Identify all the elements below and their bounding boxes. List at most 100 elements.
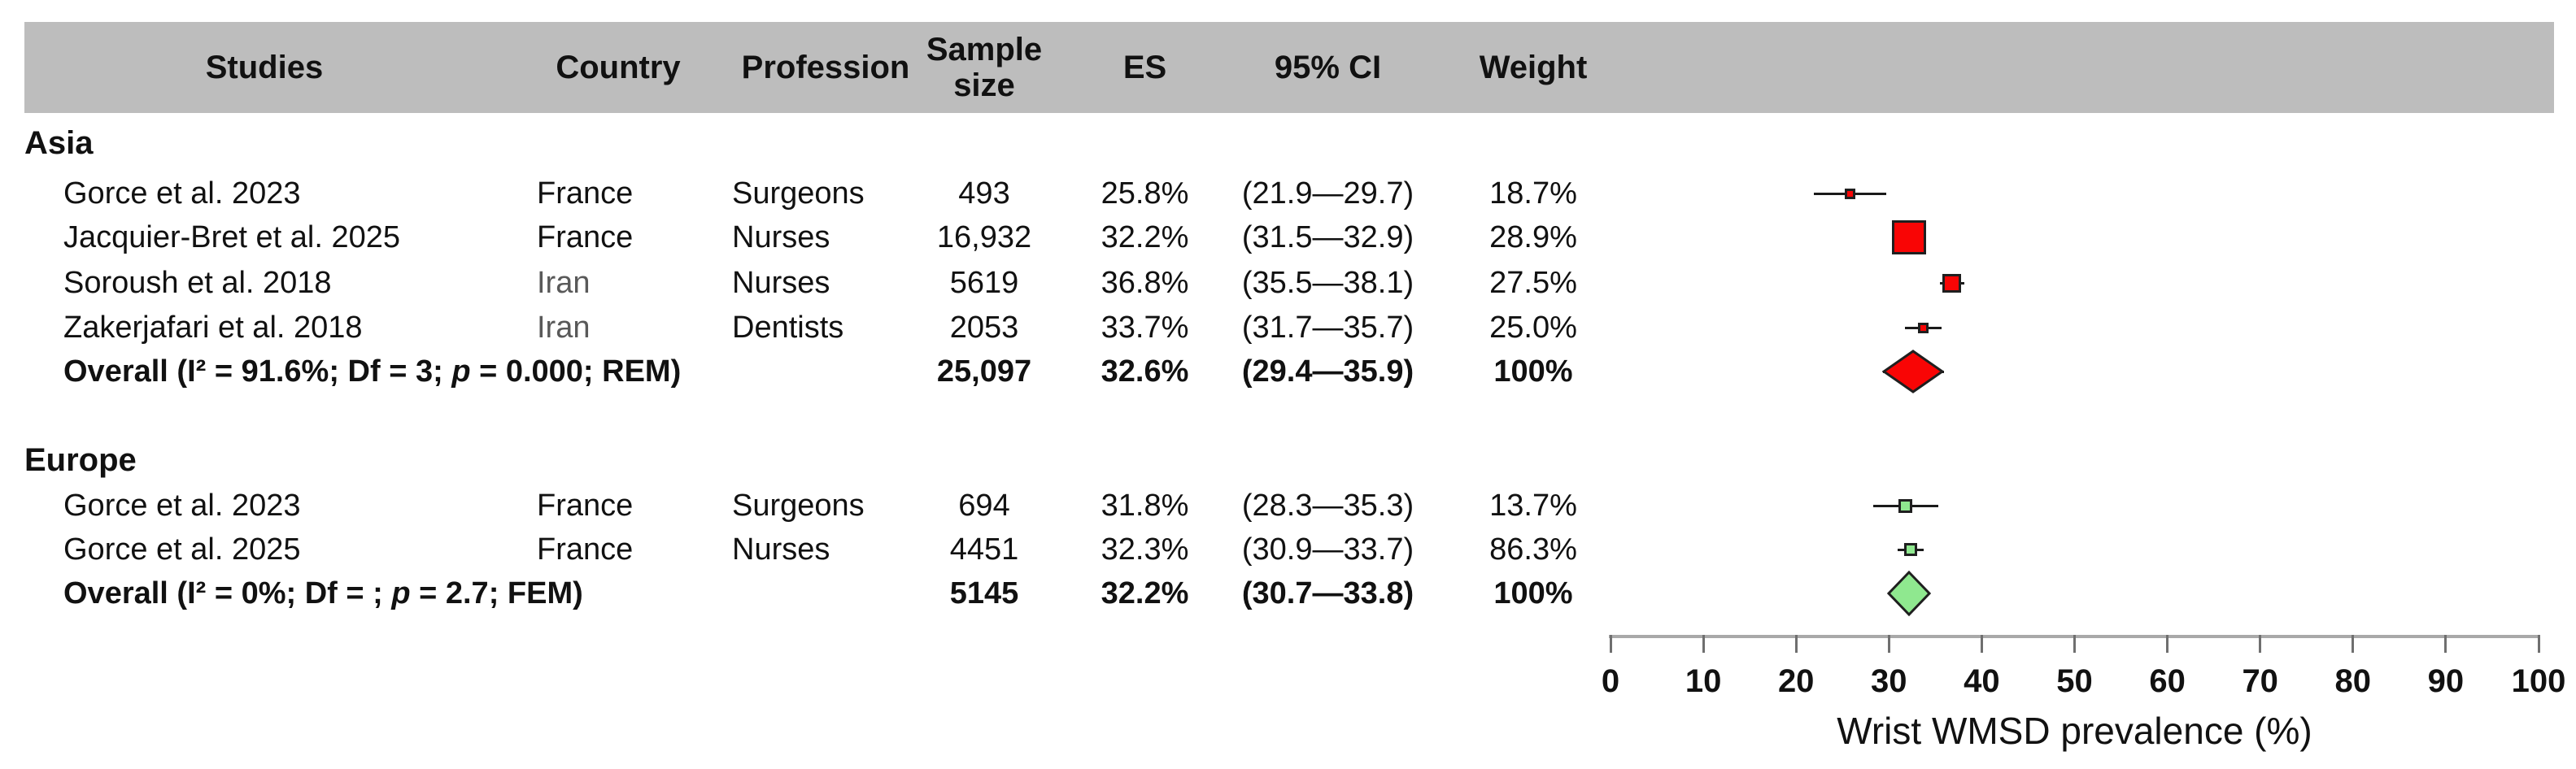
x-axis-tick — [2444, 635, 2447, 653]
profession-cell: Nurses — [732, 266, 830, 300]
overall-label: Overall (I² = 91.6%; Df = 3; p = 0.000; … — [63, 349, 681, 394]
study-name: Gorce et al. 2023 — [63, 489, 301, 523]
study-row: Gorce et al. 2023 France Surgeons 493 25.8% (… — [0, 171, 1627, 216]
overall-label: Overall (I² = 0%; Df = ; p = 2.7; FEM) — [63, 571, 583, 616]
overall-label-suffix: = 2.7; FEM) — [410, 576, 583, 610]
x-axis-tick-label: 90 — [2427, 663, 2465, 699]
overall-row: Overall (I² = 91.6%; Df = 3; p = 0.000; … — [0, 349, 1627, 394]
column-header-weight: Weight — [1479, 50, 1588, 85]
x-axis-tick-label: 0 — [1601, 663, 1620, 699]
profession-cell: Nurses — [732, 220, 830, 254]
x-axis-tick — [2352, 635, 2355, 653]
effect-marker — [1942, 273, 1962, 293]
group-row: Asia — [0, 120, 1627, 166]
overall-row: Overall (I² = 0%; Df = ; p = 2.7; FEM) 51… — [0, 571, 1627, 616]
sample-size-cell: 694 — [958, 489, 1010, 523]
weight-cell: 25.0% — [1489, 311, 1577, 345]
ci-cell: (30.9—33.7) — [1241, 532, 1414, 567]
ci-cell: (31.7—35.7) — [1241, 311, 1414, 345]
x-axis-tick-label: 80 — [2334, 663, 2372, 699]
x-axis-tick-label: 40 — [1964, 663, 2000, 699]
study-name: Gorce et al. 2023 — [63, 176, 301, 211]
es-cell: 25.8% — [1101, 176, 1189, 211]
study-row: Soroush et al. 2018 Iran Nurses 5619 36.8% (3… — [0, 260, 1627, 306]
study-row: Zakerjafari et al. 2018 Iran Dentists 2053 3… — [0, 305, 1627, 350]
pooled-diamond-marker — [1881, 350, 1944, 393]
sample-size-cell: 25,097 — [936, 354, 1032, 389]
profession-cell: Surgeons — [732, 489, 865, 523]
column-header-ci: 95% CI — [1274, 50, 1382, 85]
country-cell: Iran — [537, 266, 591, 300]
column-header-country: Country — [556, 50, 681, 85]
country-cell: France — [537, 176, 634, 211]
x-axis-tick-label: 100 — [2511, 663, 2566, 699]
table-header: Studies Country Profession Sample size E… — [24, 22, 2554, 113]
x-axis-tick — [1794, 635, 1798, 653]
es-cell: 32.2% — [1101, 220, 1189, 254]
weight-cell: 100% — [1493, 354, 1573, 389]
study-name: Zakerjafari et al. 2018 — [63, 311, 363, 345]
ci-cell: (30.7—33.8) — [1241, 576, 1414, 610]
country-cell: France — [537, 489, 634, 523]
country-cell: Iran — [537, 311, 591, 345]
sample-size-cell: 4451 — [949, 532, 1019, 567]
overall-label-p: p — [391, 576, 411, 610]
weight-cell: 86.3% — [1489, 532, 1577, 567]
study-name: Gorce et al. 2025 — [63, 532, 301, 567]
overall-label-prefix: Overall (I² = 91.6%; Df = 3; — [63, 354, 452, 389]
es-cell: 31.8% — [1101, 489, 1189, 523]
group-row: Europe — [0, 437, 1627, 483]
weight-cell: 13.7% — [1489, 489, 1577, 523]
ci-cell: (21.9—29.7) — [1241, 176, 1414, 211]
ci-cell: (28.3—35.3) — [1241, 489, 1414, 523]
sample-size-cell: 5619 — [949, 266, 1019, 300]
effect-marker — [1898, 498, 1913, 513]
column-header-sample-size: Sample size — [926, 32, 1043, 103]
es-cell: 36.8% — [1101, 266, 1189, 300]
profession-cell: Nurses — [732, 532, 830, 567]
sample-size-cell: 493 — [958, 176, 1010, 211]
sample-size-cell: 16,932 — [936, 220, 1032, 254]
ci-cell: (29.4—35.9) — [1241, 354, 1414, 389]
x-axis-tick — [1702, 635, 1705, 653]
country-cell: France — [537, 532, 634, 567]
profession-cell: Surgeons — [732, 176, 865, 211]
x-axis-tick-label: 10 — [1685, 663, 1722, 699]
weight-cell: 100% — [1493, 576, 1573, 610]
country-cell: France — [537, 220, 634, 254]
es-cell: 32.3% — [1101, 532, 1189, 567]
column-header-studies: Studies — [205, 50, 324, 85]
x-axis-tick — [2166, 635, 2169, 653]
es-cell: 32.2% — [1101, 576, 1189, 610]
study-row: Gorce et al. 2025 France Nurses 4451 32.3% (3… — [0, 527, 1627, 572]
x-axis-tick — [1980, 635, 1983, 653]
x-axis-tick — [1609, 635, 1612, 653]
column-header-profession: Profession — [741, 50, 910, 85]
sample-size-cell: 2053 — [949, 311, 1019, 345]
x-axis-tick-label: 70 — [2242, 663, 2278, 699]
x-axis-tick — [1887, 635, 1890, 653]
x-axis-tick-label: 30 — [1871, 663, 1907, 699]
effect-marker — [1903, 543, 1917, 556]
overall-label-prefix: Overall (I² = 0%; Df = ; — [63, 576, 392, 610]
x-axis-title: Wrist WMSD prevalence (%) — [1837, 710, 2312, 752]
effect-marker — [1844, 188, 1855, 199]
x-axis-tick — [2537, 635, 2540, 653]
group-label: Europe — [24, 442, 137, 478]
overall-label-suffix: = 0.000; REM) — [470, 354, 682, 389]
x-axis-tick-label: 20 — [1777, 663, 1815, 699]
ci-cell: (35.5—38.1) — [1241, 266, 1414, 300]
group-label: Asia — [24, 125, 94, 161]
overall-label-p: p — [451, 354, 471, 389]
pooled-diamond-marker — [1887, 571, 1932, 616]
sample-size-cell: 5145 — [949, 576, 1019, 610]
study-row: Gorce et al. 2023 France Surgeons 694 31.8% (… — [0, 483, 1627, 528]
study-row: Jacquier-Bret et al. 2025 France Nurses 16,… — [0, 215, 1627, 260]
x-axis-tick — [2259, 635, 2262, 653]
column-header-es: ES — [1122, 50, 1167, 85]
x-axis-tick — [2073, 635, 2076, 653]
weight-cell: 18.7% — [1489, 176, 1577, 211]
effect-marker — [1918, 322, 1929, 333]
study-name: Jacquier-Bret et al. 2025 — [63, 220, 401, 254]
